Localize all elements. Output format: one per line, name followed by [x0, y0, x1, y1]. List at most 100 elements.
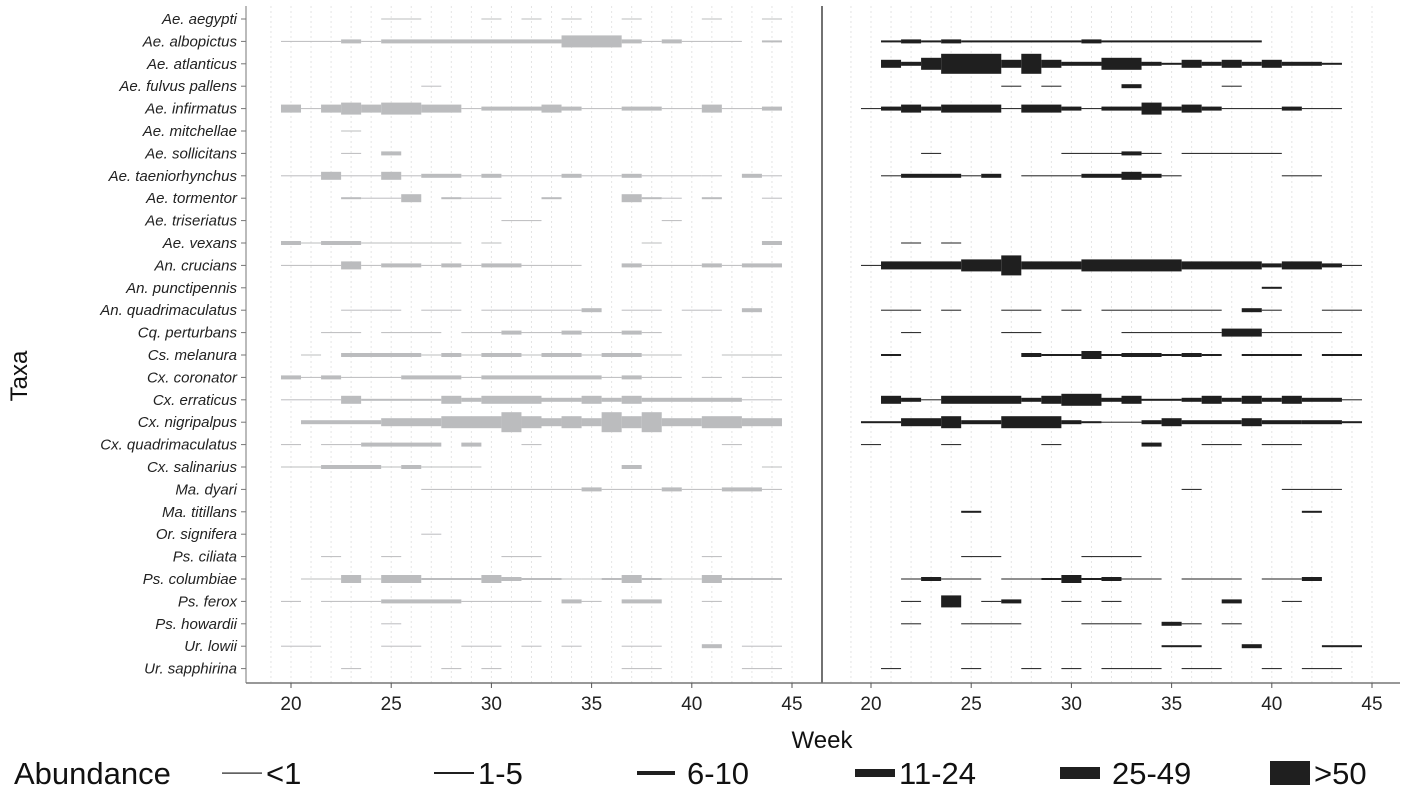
abundance-bar [741, 399, 782, 401]
abundance-bar [1221, 328, 1262, 337]
x-tick-label: 45 [1361, 694, 1382, 715]
abundance-bar [321, 104, 342, 113]
abundance-bar [561, 599, 582, 604]
abundance-bar [1201, 444, 1242, 446]
abundance-bar [481, 106, 542, 111]
abundance-bar [481, 353, 522, 357]
abundance-bar [441, 263, 462, 268]
taxon-label: Ur. lowii [184, 638, 237, 655]
abundance-bar [860, 421, 902, 424]
taxon-label: Cx. quadrimaculatus [100, 437, 237, 454]
abundance-bar [561, 330, 582, 335]
abundance-bar [1261, 668, 1282, 670]
abundance-bar [621, 106, 662, 111]
abundance-bar [1101, 397, 1122, 402]
abundance-bar [341, 39, 362, 44]
abundance-bar [1181, 578, 1242, 580]
abundance-bar [581, 600, 602, 602]
abundance-bar [641, 412, 662, 433]
abundance-bar [761, 175, 782, 177]
abundance-bar [1261, 309, 1282, 311]
abundance-bar [761, 40, 782, 43]
abundance-bar [681, 488, 722, 490]
abundance-bar [601, 397, 622, 402]
abundance-bar [961, 40, 1082, 43]
abundance-bar [421, 264, 442, 266]
abundance-bar [1081, 578, 1102, 580]
abundance-bar [280, 175, 322, 177]
abundance-bar [1221, 59, 1242, 68]
abundance-bar [421, 354, 442, 356]
abundance-bar [1081, 421, 1102, 424]
abundance-bar [401, 175, 422, 177]
abundance-bar [1041, 85, 1062, 87]
abundance-bar [1161, 106, 1182, 111]
abundance-bar [1081, 351, 1102, 359]
abundance-bar [881, 668, 902, 670]
abundance-bar [561, 18, 582, 20]
abundance-bar [1101, 57, 1142, 70]
taxon-label: Ae. sollicitans [144, 145, 237, 162]
abundance-bar [381, 575, 422, 583]
abundance-bar [1121, 171, 1142, 180]
abundance-bar [381, 623, 402, 625]
abundance-bar [341, 152, 362, 154]
abundance-bar [421, 578, 482, 580]
abundance-bar [1261, 263, 1282, 268]
abundance-bar [741, 645, 782, 647]
legend-label: >50 [1314, 756, 1367, 791]
x-tick-label: 25 [961, 694, 982, 715]
abundance-bar [321, 556, 342, 558]
abundance-bar [1241, 644, 1262, 649]
abundance-bar [280, 466, 322, 468]
abundance-bar [1161, 418, 1182, 427]
abundance-bar [341, 261, 362, 270]
abundance-bar [1181, 668, 1222, 670]
x-tick-label: 45 [781, 694, 802, 715]
abundance-bar [1181, 261, 1262, 270]
x-tick-label: 30 [481, 694, 502, 715]
abundance-bar [501, 220, 542, 222]
abundance-bar [701, 644, 722, 649]
abundance-bar [621, 263, 642, 268]
abundance-bar [941, 444, 962, 446]
abundance-bar [1261, 578, 1302, 580]
abundance-bar [301, 376, 322, 378]
abundance-bar [1061, 152, 1122, 154]
abundance-bar [501, 175, 562, 177]
abundance-bar [921, 152, 942, 154]
abundance-bar [280, 40, 342, 42]
abundance-bar [1341, 421, 1362, 424]
abundance-bar [621, 309, 662, 311]
abundance-bar [1061, 420, 1082, 425]
abundance-bar [1181, 59, 1202, 68]
abundance-bar [601, 578, 622, 580]
abundance-bar [1021, 668, 1042, 670]
abundance-bar [561, 645, 582, 647]
abundance-bar [321, 600, 382, 602]
abundance-bar [481, 18, 502, 20]
legend-swatch [855, 769, 895, 777]
abundance-bar [721, 578, 782, 580]
abundance-bar [601, 488, 662, 490]
abundance-bar [901, 173, 962, 178]
abundance-bar [301, 242, 322, 244]
abundance-bar [361, 242, 462, 244]
abundance-bar [701, 104, 722, 113]
abundance-bar [661, 578, 702, 580]
abundance-bar [1001, 599, 1022, 604]
abundance-bar [1121, 84, 1142, 89]
abundance-bar [641, 578, 662, 580]
abundance-bar [1261, 332, 1342, 334]
abundance-bar [381, 309, 402, 311]
abundance-bar [321, 375, 342, 380]
abundance-bar [441, 416, 502, 429]
taxon-label: Ae. vexans [162, 235, 238, 252]
abundance-bar [501, 577, 522, 581]
abundance-bar [961, 259, 1002, 272]
taxon-label: Ae. fulvus pallens [118, 78, 237, 95]
abundance-bar [1021, 353, 1042, 357]
taxon-label: Ps. columbiae [143, 571, 237, 588]
abundance-bar [621, 465, 642, 469]
abundance-bar [1021, 261, 1082, 270]
